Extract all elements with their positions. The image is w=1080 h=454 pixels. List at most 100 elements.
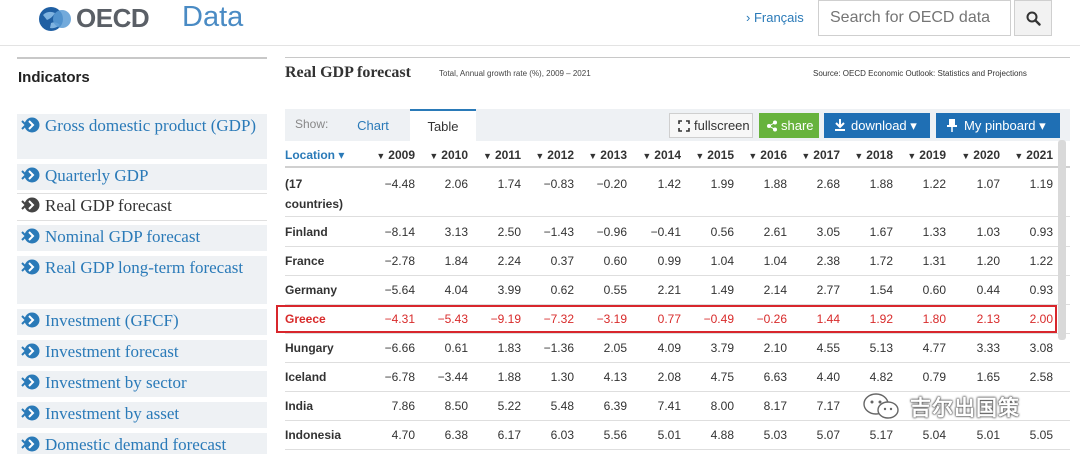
table-cell: 0.44 xyxy=(976,283,1000,297)
greece-highlight-box xyxy=(276,305,1057,333)
year-column-header[interactable]: ▼ 2021 xyxy=(1003,148,1053,162)
sidebar-item-label: Domestic demand forecast xyxy=(45,435,227,454)
table-cell: −3.44 xyxy=(437,370,468,384)
table-cell: 0.99 xyxy=(657,254,681,268)
tab-chart[interactable]: Chart xyxy=(357,118,389,133)
table-cell: 5.17 xyxy=(869,428,893,442)
sort-arrow-icon: ▼ xyxy=(748,151,758,161)
year-column-header[interactable]: ▼ 2020 xyxy=(950,148,1000,162)
table-cell: −6.78 xyxy=(384,370,415,384)
year-label: 2020 xyxy=(973,148,1000,162)
row-location-name[interactable]: France xyxy=(285,254,325,268)
share-button[interactable]: share xyxy=(759,113,819,138)
table-cell: 1.30 xyxy=(550,370,574,384)
table-cell: −0.41 xyxy=(650,225,681,239)
table-cell: 1.44 xyxy=(816,312,840,326)
table-cell: 4.75 xyxy=(710,370,734,384)
row-location-name[interactable]: Germany xyxy=(285,283,338,297)
year-label: 2019 xyxy=(919,148,946,162)
table-cell: 2.24 xyxy=(497,254,521,268)
pinboard-button[interactable]: My pinboard ▾ xyxy=(936,113,1060,138)
year-column-header[interactable]: ▼ 2016 xyxy=(737,148,787,162)
table-row[interactable]: Indonesia 4.70 6.38 6.17 6.03 5.56 5.01 4.88 5.0… xyxy=(285,421,1070,450)
table-row[interactable]: Finland −8.14 3.13 2.50 −1.43 −0.96 −0.41 0.56 2… xyxy=(285,218,1070,247)
tab-table[interactable]: Table xyxy=(410,109,476,141)
year-column-header[interactable]: ▼ 2013 xyxy=(577,148,627,162)
table-cell: 5.04 xyxy=(922,428,946,442)
table-row[interactable]: Hungary −6.66 0.61 1.83 −1.36 2.05 4.09 3.79 2.1… xyxy=(285,334,1070,363)
table-row[interactable]: Iceland −6.78 −3.44 1.88 1.30 4.13 2.08 4.75 6.6… xyxy=(285,363,1070,392)
row-location-name[interactable]: Iceland xyxy=(285,370,327,384)
row-location-name[interactable]: India xyxy=(285,399,314,413)
table-row[interactable]: France −2.78 1.84 2.24 0.37 0.60 0.99 1.04 1.04 2… xyxy=(285,247,1070,276)
year-column-header[interactable]: ▼ 2012 xyxy=(524,148,574,162)
sort-arrow-icon: ▼ xyxy=(1014,151,1024,161)
row-location-name[interactable]: (17 countries) xyxy=(285,177,344,211)
year-column-header[interactable]: ▼ 2019 xyxy=(896,148,946,162)
table-cell: −4.48 xyxy=(384,177,415,191)
table-cell: 0.60 xyxy=(603,254,627,268)
table-cell: 2.50 xyxy=(497,225,521,239)
table-cell: 1.67 xyxy=(869,225,893,239)
fullscreen-button[interactable]: fullscreen xyxy=(669,113,753,138)
location-sort-header[interactable]: Location ▾ xyxy=(285,148,345,162)
sidebar-item[interactable]: Domestic demand forecast xyxy=(17,433,267,454)
row-location-name[interactable]: Greece xyxy=(285,312,326,326)
year-column-header[interactable]: ▼ 2011 xyxy=(471,148,521,162)
year-column-header[interactable]: ▼ 2009 xyxy=(365,148,415,162)
row-location-name[interactable]: Finland xyxy=(285,225,328,239)
row-location-name[interactable]: Hungary xyxy=(285,341,334,355)
sidebar-item[interactable]: Quarterly GDP xyxy=(17,164,267,190)
logo-product-name[interactable]: Data xyxy=(182,1,244,33)
sidebar-item[interactable]: Investment (GFCF) xyxy=(17,309,267,335)
logo-text[interactable]: OECD xyxy=(76,3,150,33)
sort-arrow-icon: ▼ xyxy=(961,151,971,161)
search-input[interactable] xyxy=(818,0,1011,36)
table-cell: 1.80 xyxy=(922,312,946,326)
year-label: 2018 xyxy=(866,148,893,162)
table-cell: 0.56 xyxy=(710,225,734,239)
table-cell: 5.01 xyxy=(657,428,681,442)
year-column-header[interactable]: ▼ 2018 xyxy=(843,148,893,162)
row-location-name[interactable]: Indonesia xyxy=(285,428,342,442)
sidebar-item-label: Investment by asset xyxy=(45,404,180,423)
search-button[interactable] xyxy=(1014,0,1052,36)
search-icon xyxy=(1026,11,1041,26)
table-row[interactable]: India 7.86 8.50 5.22 5.48 6.39 7.41 8.00 8.17 7.1… xyxy=(285,392,1070,421)
page-subtitle: Total, Annual growth rate (%), 2009 – 20… xyxy=(439,69,591,78)
year-column-header[interactable]: ▼ 2014 xyxy=(631,148,681,162)
year-column-header[interactable]: ▼ 2015 xyxy=(684,148,734,162)
table-row[interactable]: (17 countries) −4.48 2.06 1.74 −0.83 −0.20 1.4… xyxy=(285,170,1070,217)
table-row[interactable]: Greece −4.31 −5.43 −9.19 −7.32 −3.19 0.77 −0.49… xyxy=(285,305,1070,334)
download-button[interactable]: download ▾ xyxy=(824,113,930,138)
year-column-header[interactable]: ▼ 2017 xyxy=(790,148,840,162)
year-label: 2009 xyxy=(388,148,415,162)
sidebar-item[interactable]: Investment by asset xyxy=(17,402,267,428)
fullscreen-icon xyxy=(678,120,690,132)
source-note[interactable]: Source: OECD Economic Outlook: Statistic… xyxy=(813,69,1027,78)
sidebar-item[interactable]: Investment by sector xyxy=(17,371,267,397)
table-cell: 1.49 xyxy=(710,283,734,297)
sort-arrow-icon: ▼ xyxy=(854,151,864,161)
table-cell: 2.77 xyxy=(816,283,840,297)
language-link[interactable]: › Français xyxy=(746,10,804,25)
sidebar-item[interactable]: Real GDP long-term forecast xyxy=(17,256,267,304)
watermark: 吉尔出国策 xyxy=(862,390,1062,424)
sidebar-item[interactable]: Gross domestic product (GDP) xyxy=(17,114,267,159)
sort-arrow-icon: ▼ xyxy=(907,151,917,161)
table-cell: 6.63 xyxy=(763,370,787,384)
share-label: share xyxy=(781,118,814,133)
sidebar-item[interactable]: Nominal GDP forecast xyxy=(17,225,267,251)
table-row[interactable]: Germany −5.64 4.04 3.99 0.62 0.55 2.21 1.49 2.14… xyxy=(285,276,1070,305)
table-cell: −5.64 xyxy=(384,283,415,297)
oecd-globe-logo-icon[interactable] xyxy=(38,4,72,34)
year-column-header[interactable]: ▼ 2010 xyxy=(418,148,468,162)
table-cell: −0.96 xyxy=(596,225,627,239)
table-cell: 4.88 xyxy=(710,428,734,442)
table-cell: 3.05 xyxy=(816,225,840,239)
table-cell: 4.55 xyxy=(816,341,840,355)
sidebar-item[interactable]: Investment forecast xyxy=(17,340,267,366)
sidebar-item[interactable]: Real GDP forecast xyxy=(17,193,267,221)
table-scrollbar[interactable] xyxy=(1058,140,1066,340)
table-cell: 5.22 xyxy=(497,399,521,413)
